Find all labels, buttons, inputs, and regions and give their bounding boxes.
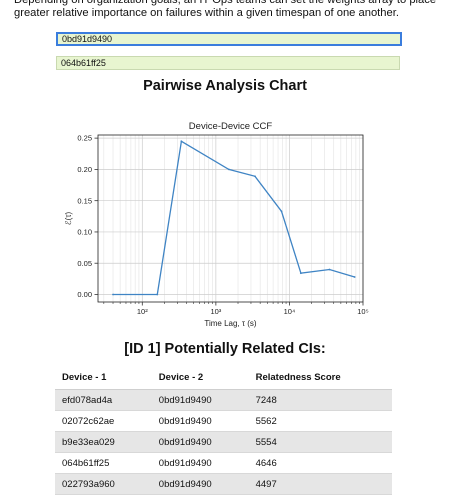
chart-section-heading: Pairwise Analysis Chart xyxy=(143,78,307,94)
cell-device-1: 064b61ff25 xyxy=(55,452,152,474)
cell-device-1: b9e33ea029 xyxy=(55,431,152,453)
cell-device-1: efd078ad4a xyxy=(55,389,152,411)
cell-score: 7248 xyxy=(248,389,392,411)
y-tick-label: 0.15 xyxy=(77,196,92,205)
y-tick-label: 0.10 xyxy=(77,228,92,237)
x-tick-label: 10⁴ xyxy=(284,307,296,316)
cell-device-2: 0bd91d9490 xyxy=(151,473,249,495)
ccf-data-point xyxy=(180,140,183,143)
cell-device-2: 0bd91d9490 xyxy=(151,431,249,453)
intro-paragraph: Depending on organization goals, an IT O… xyxy=(14,0,437,19)
ccf-series-line xyxy=(113,140,355,296)
x-tick-label: 10³ xyxy=(210,307,221,316)
ccf-data-point xyxy=(112,293,114,296)
col-header-device-2: Device - 2 xyxy=(151,366,249,390)
related-cis-table: Device - 1 Device - 2 Relatedness Score … xyxy=(55,366,392,495)
cell-device-2: 0bd91d9490 xyxy=(151,410,249,432)
x-tick-label: 10⁵ xyxy=(357,307,368,316)
cell-device-1: 02072c62ae xyxy=(55,410,152,432)
ccf-data-point xyxy=(353,276,356,278)
table-row: efd078ad4a 0bd91d9490 7248 xyxy=(55,389,392,411)
ccf-data-point xyxy=(156,293,159,296)
table-row: 02072c62ae 0bd91d9490 5562 xyxy=(55,410,392,432)
cell-score: 4646 xyxy=(248,452,392,474)
ccf-chart: 0.00 0.05 0.10 0.15 0.20 0.25 10² 10³ 10⁴ 10⁵ De… xyxy=(64,121,369,328)
x-axis-label: Time Lag, τ (s) xyxy=(204,319,257,328)
ccf-data-point xyxy=(328,268,331,271)
col-header-device-1: Device - 1 xyxy=(55,366,152,390)
device-2-input[interactable] xyxy=(56,56,400,70)
cell-score: 5554 xyxy=(248,431,392,453)
ccf-data-point xyxy=(254,175,256,178)
y-tick-label: 0.20 xyxy=(77,165,92,174)
table-row: 022793a960 0bd91d9490 4497 xyxy=(55,473,392,495)
cell-score: 5562 xyxy=(248,410,392,432)
ccf-data-point xyxy=(280,210,283,213)
y-tick-label: 0.05 xyxy=(77,259,92,268)
cell-device-2: 0bd91d9490 xyxy=(151,452,249,474)
table-row: 064b61ff25 0bd91d9490 4646 xyxy=(55,452,392,474)
ccf-data-point xyxy=(227,168,230,171)
col-header-relatedness-score: Relatedness Score xyxy=(248,366,392,390)
x-tick-label: 10² xyxy=(137,307,148,316)
y-tick-label: 0.00 xyxy=(77,290,92,299)
table-row: b9e33ea029 0bd91d9490 5554 xyxy=(55,431,392,453)
y-axis-label: ℰ(τ) xyxy=(64,212,73,226)
related-cis-heading: [ID 1] Potentially Related CIs: xyxy=(124,341,326,357)
device-1-input[interactable] xyxy=(56,32,402,46)
cell-score: 4497 xyxy=(248,473,392,495)
y-tick-label: 0.25 xyxy=(77,134,92,143)
chart-title: Device-Device CCF xyxy=(189,121,273,132)
ccf-data-point xyxy=(299,272,302,275)
cell-device-1: 022793a960 xyxy=(55,473,152,495)
cell-device-2: 0bd91d9490 xyxy=(151,389,249,411)
